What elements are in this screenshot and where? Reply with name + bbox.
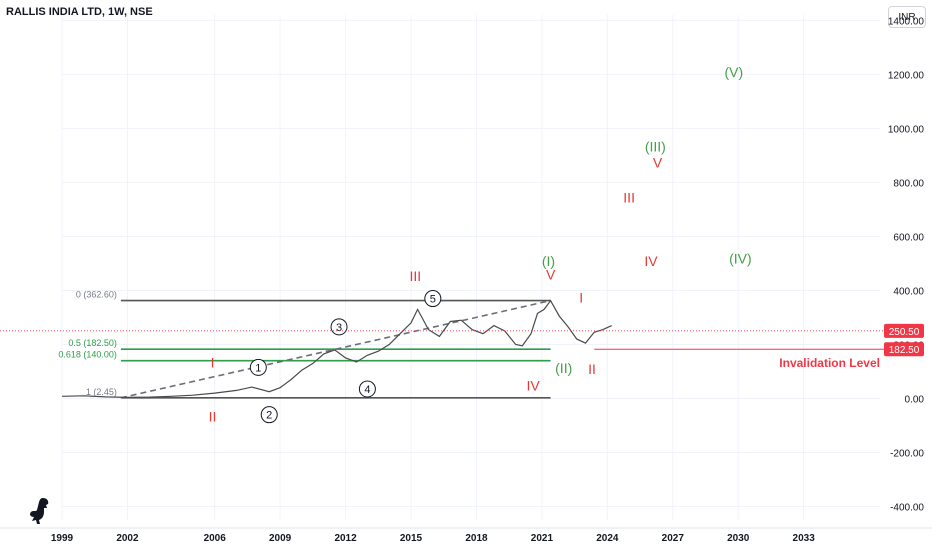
fib-level-label: 0 (362.60) (76, 290, 117, 300)
wave-label: (III) (645, 138, 666, 154)
wave-label: (II) (555, 360, 572, 376)
y-tick-label: 400.00 (893, 286, 924, 297)
x-tick-label: 1999 (51, 533, 74, 544)
circle-wave-label: 1 (255, 362, 261, 374)
x-tick-label: 2021 (531, 533, 554, 544)
price-tag-box (884, 323, 924, 338)
wave-label: III (410, 268, 422, 284)
circle-wave-marker (249, 358, 267, 376)
wave-label: II (209, 408, 217, 424)
wave-label: I (211, 354, 215, 370)
x-tick-label: 2009 (269, 533, 292, 544)
x-tick-label: 2024 (596, 533, 619, 544)
wave-labels: IIIIIIIVVIIIIIIIVV(I)(II)(III)(IV)(V)123… (209, 64, 752, 424)
price-series (61, 299, 612, 399)
circle-wave-label: 4 (364, 384, 370, 396)
grid-lines (61, 15, 880, 520)
wave-label: V (546, 267, 556, 283)
invalidation-label: Invalidation Level (779, 356, 880, 370)
price-tag-label: 182.50 (889, 345, 920, 356)
dinosaur-logo-icon (30, 498, 49, 524)
wave-label: (IV) (729, 250, 752, 266)
circle-wave-label: 3 (336, 322, 342, 334)
wave-label: (I) (542, 253, 555, 269)
wave-label: IV (527, 377, 541, 393)
x-tick-label: 2012 (334, 533, 357, 544)
circle-wave-marker (424, 290, 442, 308)
circle-wave-label: 2 (266, 410, 272, 422)
y-tick-label: -200.00 (890, 448, 924, 459)
y-tick-label: 600.00 (893, 232, 924, 243)
y-axis: 1400.00 1200.00 1000.00 800.00 600.00 400.00 2… (888, 16, 925, 513)
x-tick-label: 2033 (793, 533, 816, 544)
circle-wave-marker (260, 406, 278, 424)
y-tick-label: 1200.00 (888, 70, 925, 81)
wave-label: II (588, 361, 596, 377)
fib-level-label: 1 (2.45) (86, 387, 117, 397)
wave-label: I (579, 290, 583, 306)
x-tick-label: 2002 (116, 533, 139, 544)
y-tick-label: -400.00 (890, 502, 924, 513)
x-tick-label: 2018 (465, 533, 488, 544)
circle-wave-marker (358, 380, 376, 398)
wave-label: IV (644, 253, 658, 269)
y-tick-label: 800.00 (893, 178, 924, 189)
fib-level-label: 0.5 (182.50) (68, 338, 117, 348)
wave-label: V (653, 155, 663, 171)
x-tick-label: 2015 (400, 533, 423, 544)
y-tick-label: 1000.00 (888, 124, 925, 135)
y-tick-label: 1400.00 (888, 16, 925, 27)
chart-title: RALLIS INDIA LTD, 1W, NSE (6, 6, 153, 18)
currency-button[interactable]: INR (888, 6, 926, 28)
circle-wave-label: 5 (430, 294, 436, 306)
wave-label: (V) (725, 64, 744, 80)
price-tag-label: 250.50 (889, 327, 920, 338)
x-tick-label: 2006 (204, 533, 227, 544)
wave-label: III (623, 190, 635, 206)
x-tick-label: 2030 (727, 533, 750, 544)
price-labels: Invalidation Level 250.50 182.50 (0, 323, 924, 370)
y-tick-label: 0.00 (905, 394, 925, 405)
x-tick-label: 2027 (662, 533, 685, 544)
trend-line (120, 299, 551, 399)
price-line (61, 299, 612, 399)
price-tag-box (884, 342, 924, 357)
x-axis: 1999 2002 2006 2009 2012 2015 2018 2021 2024 2027… (0, 527, 932, 544)
circle-wave-marker (330, 318, 348, 336)
fib-level-label: 0.618 (140.00) (58, 350, 117, 360)
dashed-trend-line (120, 299, 551, 399)
